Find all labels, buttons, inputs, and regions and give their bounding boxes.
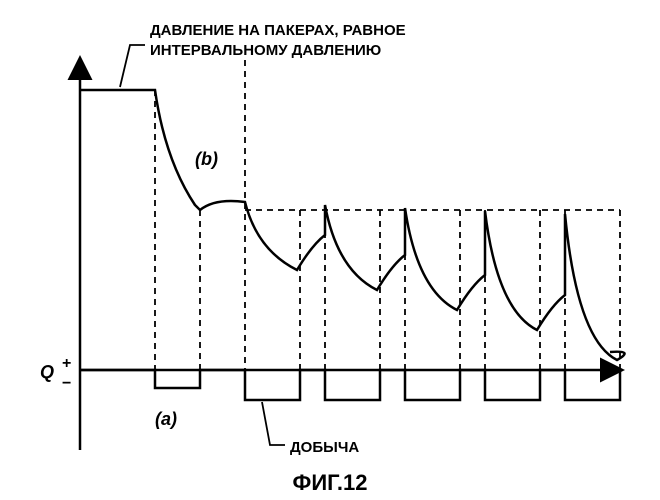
curve-a-label: (a): [155, 409, 177, 429]
figure-label: ФИГ.12: [293, 470, 368, 495]
production-leader: [262, 402, 285, 445]
pressure-curve-b: [80, 90, 625, 360]
curve-b-label: (b): [195, 149, 218, 169]
production-label: ДОБЫЧА: [290, 439, 359, 456]
minus-label: −: [62, 375, 71, 392]
title-text-1: ДАВЛЕНИЕ НА ПАКЕРАХ, РАВНОЕ: [150, 22, 406, 39]
title-text-2: ИНТЕРВАЛЬНОМУ ДАВЛЕНИЮ: [150, 42, 381, 59]
plus-label: +: [62, 355, 71, 372]
q-label: Q: [40, 362, 54, 382]
title-leader: [120, 45, 145, 87]
flow-curve-a: [80, 370, 620, 400]
